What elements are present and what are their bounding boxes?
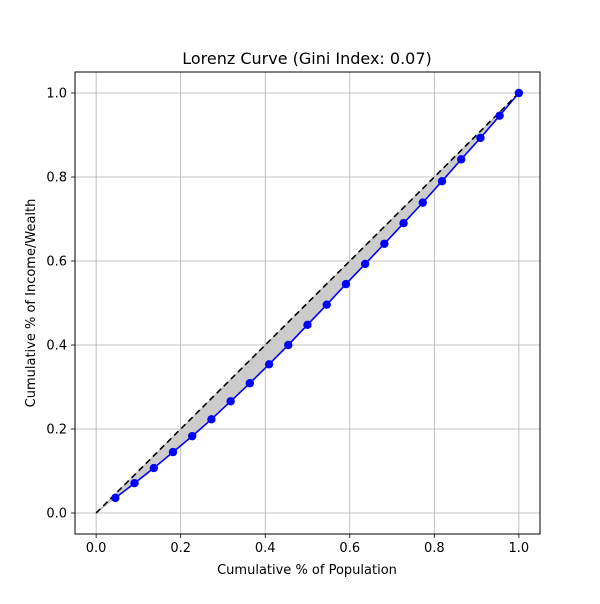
grid: [75, 72, 540, 534]
y-tick-label: 0.8: [46, 171, 67, 186]
y-tick-label: 0.4: [46, 339, 67, 354]
lorenz-data-point: [380, 239, 389, 248]
lorenz-data-point: [495, 111, 504, 120]
lorenz-data-point: [514, 88, 524, 98]
x-tick-label: 0.8: [424, 541, 445, 556]
x-axis-label: Cumulative % of Population: [217, 563, 397, 578]
lorenz-data-point: [418, 198, 427, 207]
x-tick-label: 1.0: [509, 541, 530, 556]
x-tick-label: 0.4: [255, 541, 276, 556]
lorenz-data-point: [130, 478, 139, 488]
lorenz-data-point: [207, 415, 216, 424]
lorenz-data-point: [341, 279, 351, 289]
lorenz-data-point: [245, 379, 255, 388]
chart-title: Lorenz Curve (Gini Index: 0.07): [182, 49, 432, 68]
y-tick-label: 1.0: [46, 87, 67, 102]
lorenz-data-point: [303, 320, 312, 330]
series-group: [95, 88, 524, 514]
lorenz-data-point: [322, 300, 331, 309]
axis-ticks: 0.0 0.2 0.4 0.6 0.8 1.0 0.0 0.2 0.4 0.6 0.8 1.0: [46, 87, 529, 557]
lorenz-data-point: [168, 447, 178, 457]
lorenz-data-point: [476, 133, 485, 143]
y-tick-label: 0.0: [46, 507, 67, 522]
lorenz-data-point: [399, 219, 408, 228]
lorenz-data-point: [437, 177, 447, 186]
lorenz-data-point: [284, 340, 293, 350]
y-axis-label: Cumulative % of Income/Wealth: [24, 199, 39, 408]
y-tick-label: 0.6: [46, 255, 67, 270]
plot-area-frame: [74, 71, 541, 535]
lorenz-curve-line: [114, 92, 520, 499]
lorenz-data-point: [264, 360, 274, 369]
lorenz-data-point: [226, 397, 235, 406]
lorenz-data-point: [457, 155, 466, 164]
y-tick-label: 0.2: [46, 423, 67, 438]
lorenz-data-point: [111, 493, 120, 503]
x-tick-label: 0.2: [170, 541, 191, 556]
lorenz-data-point: [188, 431, 197, 441]
lorenz-data-point: [360, 259, 370, 269]
x-tick-label: 0.0: [86, 541, 107, 556]
x-tick-label: 0.6: [339, 541, 360, 556]
lorenz-data-point: [149, 463, 158, 473]
